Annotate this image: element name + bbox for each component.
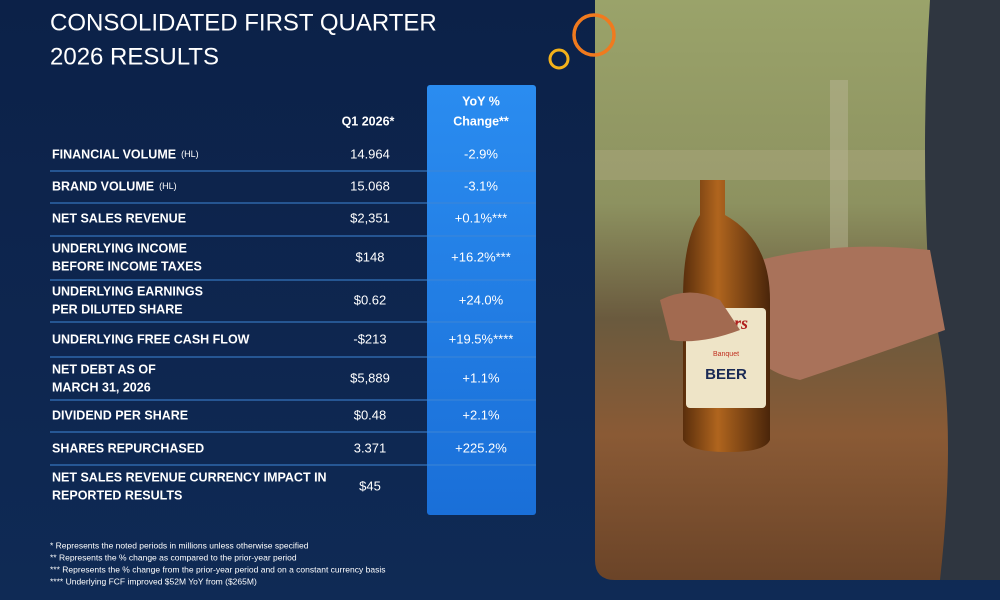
row-label: UNDERLYING EARNINGS: [52, 284, 203, 298]
row-label: PER DILUTED SHARE: [52, 302, 183, 316]
yoy-value: +2.1%: [462, 407, 500, 422]
q1-value: 15.068: [350, 178, 390, 193]
footnote: *** Represents the % change from the pri…: [50, 564, 385, 574]
column-header: Change**: [453, 114, 509, 128]
q1-value: $0.62: [354, 292, 387, 307]
row-label: MARCH 31, 2026: [52, 380, 151, 394]
footnote: ** Represents the % change as compared t…: [50, 552, 297, 562]
footnote: **** Underlying FCF improved $52M YoY fr…: [50, 576, 257, 586]
unit: (HL): [159, 181, 177, 191]
deco-circle: [572, 13, 616, 57]
title: CONSOLIDATED FIRST QUARTER: [50, 9, 437, 36]
row-label: SHARES REPURCHASED: [52, 441, 204, 455]
photo: Coors Banquet BEER: [595, 0, 1000, 580]
row-label: NET DEBT AS OF: [52, 362, 156, 376]
row-label: DIVIDEND PER SHARE: [52, 408, 188, 422]
row-label: NET SALES REVENUE: [52, 211, 186, 225]
yoy-value: +16.2%***: [451, 249, 511, 264]
q1-value: -$213: [353, 331, 386, 346]
row-label: BEFORE INCOME TAXES: [52, 259, 202, 273]
bottle-beer: BEER: [705, 366, 747, 383]
row-label: BRAND VOLUME (HL): [52, 179, 177, 193]
column-header: YoY %: [462, 94, 500, 108]
q1-value: $148: [356, 249, 385, 264]
q1-value: $0.48: [354, 407, 387, 422]
row-label: UNDERLYING INCOME: [52, 241, 187, 255]
highlight-column: [427, 85, 536, 515]
row-label: UNDERLYING FREE CASH FLOW: [52, 332, 250, 346]
q1-value: $45: [359, 478, 381, 493]
q1-value: 3.371: [354, 440, 387, 455]
title: 2026 RESULTS: [50, 43, 219, 70]
unit: (HL): [181, 149, 199, 159]
q1-value: $5,889: [350, 370, 390, 385]
row-label: FINANCIAL VOLUME (HL): [52, 147, 199, 161]
column-header: Q1 2026*: [342, 114, 395, 128]
row-label: NET SALES REVENUE CURRENCY IMPACT IN: [52, 470, 327, 484]
footnote: * Represents the noted periods in millio…: [50, 540, 309, 550]
bottle-sub: Banquet: [713, 351, 739, 358]
yoy-value: -2.9%: [464, 146, 498, 161]
q1-value: 14.964: [350, 146, 390, 161]
yoy-value: +225.2%: [455, 440, 507, 455]
yoy-value: +1.1%: [462, 370, 500, 385]
yoy-value: +0.1%***: [455, 210, 507, 225]
yoy-value: +19.5%****: [449, 331, 514, 346]
deco-circle: [548, 48, 570, 70]
yoy-value: +24.0%: [459, 292, 504, 307]
q1-value: $2,351: [350, 210, 390, 225]
yoy-value: -3.1%: [464, 178, 498, 193]
row-label: REPORTED RESULTS: [52, 488, 182, 502]
